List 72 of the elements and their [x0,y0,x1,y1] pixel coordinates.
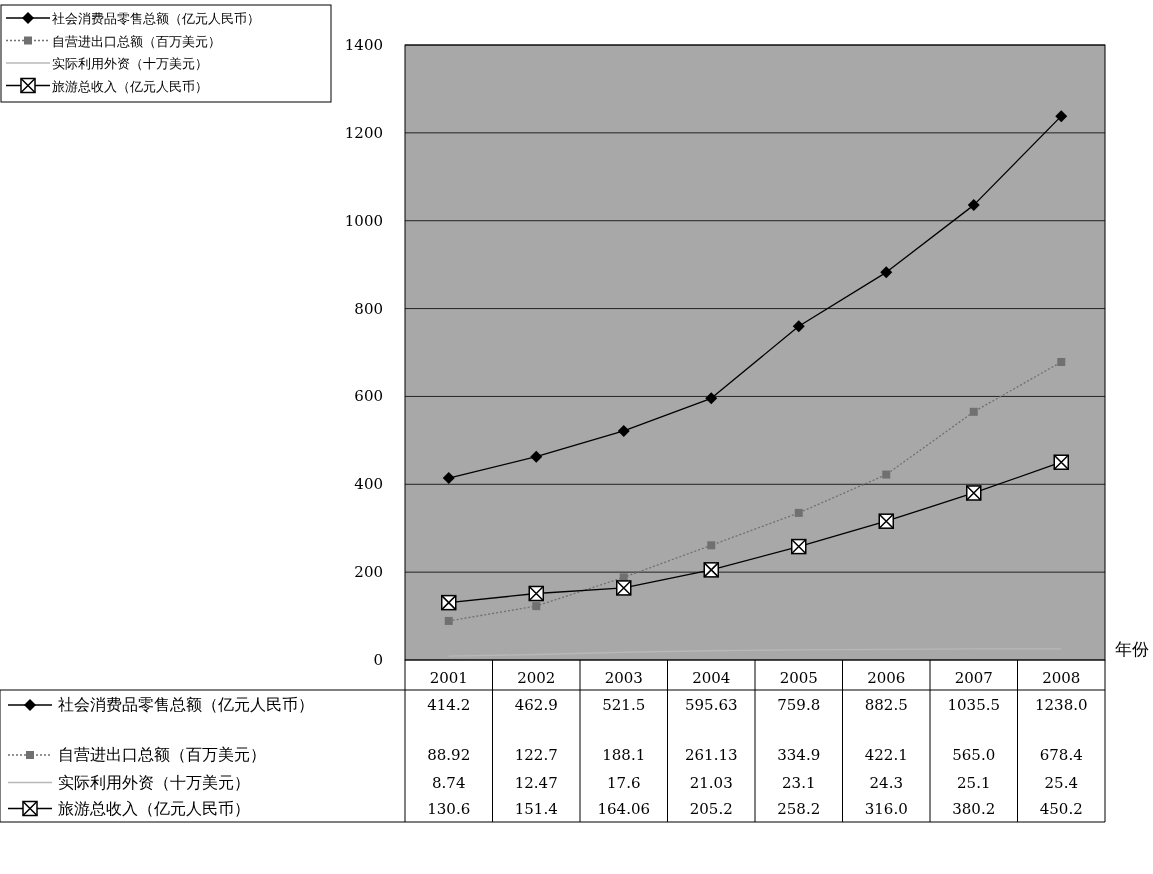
data-label: 334.9 [777,746,821,764]
data-label: 21.03 [689,773,733,792]
data-label: 521.5 [602,696,646,714]
data-label: 12.47 [514,773,558,792]
point [969,407,978,416]
y-tick-label: 400 [354,475,383,494]
point [444,616,453,625]
data-label: 130.6 [427,799,471,818]
point [880,266,893,279]
data-label: 422.1 [864,746,908,764]
data-label: 595.63 [685,696,738,714]
legend-label: 实际利用外资（十万美元） [58,772,250,792]
data-label: 1238.0 [1035,696,1088,714]
x-tick-label: 2001 [429,669,468,687]
point [705,392,718,405]
data-label: 565.0 [952,746,996,764]
y-tick-label: 1400 [344,36,383,54]
data-label: 414.2 [427,696,471,714]
x-tick-label: 2007 [954,669,993,687]
data-label: 258.2 [777,799,821,818]
text: 实际利用外资（十万美元） [52,56,208,71]
data-label: 450.2 [1039,799,1083,818]
y-tick-label: 0 [373,651,383,669]
point [530,450,543,463]
point [1057,357,1066,366]
point [794,508,803,517]
data-label: 122.7 [514,746,558,764]
data-label: 759.8 [777,696,821,714]
y-tick-label: 600 [354,387,383,406]
point [1055,110,1068,123]
text: 社会消费品零售总额（亿元人民币） [58,695,314,714]
x-tick-label: 2004 [692,669,731,687]
point [617,424,630,437]
text: 旅游总收入（亿元人民币） [52,78,208,94]
y-tick-label: 200 [354,563,383,582]
point [792,320,805,333]
data-label: 151.4 [514,799,558,818]
legend-label: 自营进出口总额（百万美元） [58,745,266,764]
x-tick-label: 2008 [1042,669,1081,687]
data-label: 164.06 [597,799,650,818]
x-tick-label: 2006 [867,669,906,687]
data-label: 23.1 [782,773,816,792]
data-label: 462.9 [514,696,558,714]
data-label: 882.5 [864,696,908,714]
data-label: 316.0 [864,799,908,818]
x-tick-label: 2002 [517,669,556,687]
text: 自营进出口总额（百万美元） [52,33,221,49]
data-label: 188.1 [602,746,646,764]
y-tick-label: 1000 [344,211,383,230]
y-tick-label: 800 [354,299,383,318]
data-label: 1035.5 [947,696,1000,714]
y-tick-label: 1200 [344,123,383,142]
point [532,602,541,611]
data-label: 261.13 [685,746,738,764]
point [967,199,980,212]
x-tick-label: 2003 [604,669,643,687]
legend-label: 旅游总收入（亿元人民币） [58,798,250,818]
data-label: 25.4 [1044,773,1078,792]
legend-label: 社会消费品零售总额（亿元人民币） [52,11,260,26]
data-label: 25.1 [957,773,991,792]
data-label: 380.2 [952,799,996,818]
x-axis-title: 年份 [1115,639,1149,659]
data-label: 678.4 [1039,746,1083,764]
data-label: 8.74 [432,773,466,792]
data-label: 205.2 [689,799,733,818]
data-label: 88.92 [427,746,471,764]
point [882,470,891,479]
point [707,541,716,550]
data-label: 24.3 [869,773,903,792]
data-label: 17.6 [607,773,641,792]
x-tick-label: 2005 [779,669,818,687]
point [442,472,455,485]
